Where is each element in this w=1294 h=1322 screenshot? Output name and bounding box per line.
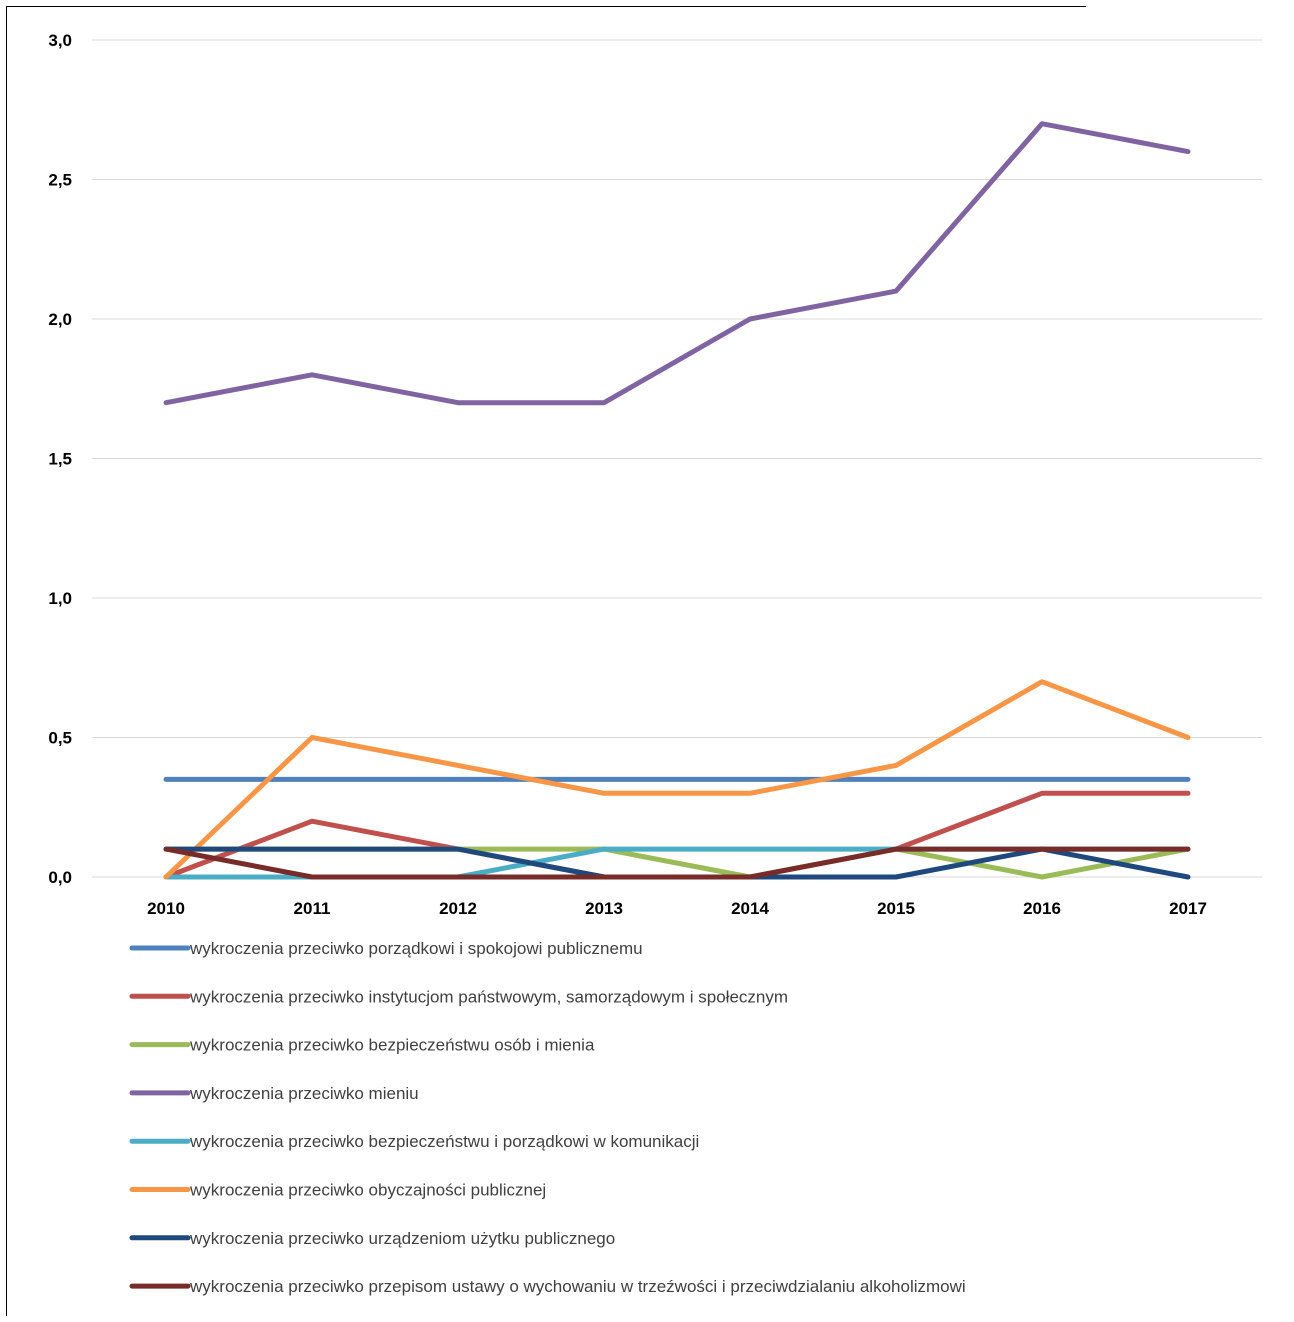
x-tick-label: 2017 — [1169, 899, 1207, 918]
x-tick-label: 2010 — [147, 899, 185, 918]
series-line-3 — [163, 846, 1191, 880]
series-line-4 — [163, 121, 1191, 406]
x-tick-label: 2015 — [877, 899, 915, 918]
x-tick-label: 2013 — [585, 899, 623, 918]
legend-label-1: wykroczenia przeciwko porządkowi i spoko… — [189, 939, 643, 958]
frame-left-border — [6, 6, 7, 1316]
legend-label-7: wykroczenia przeciwko urządzeniom użytku… — [189, 1229, 615, 1248]
y-tick-label: 0,5 — [48, 729, 72, 748]
y-tick-label: 1,0 — [48, 589, 72, 608]
legend-label-6: wykroczenia przeciwko obyczajności publi… — [189, 1181, 546, 1200]
x-axis-ticks: 2010 2011 2012 2013 2014 2015 2016 2017 — [147, 899, 1207, 918]
legend-label-4: wykroczenia przeciwko mieniu — [189, 1084, 419, 1103]
legend: wykroczenia przeciwko porządkowi i spoko… — [129, 939, 966, 1296]
y-axis-ticks: 0,0 0,5 1,0 1,5 2,0 2,5 3,0 — [48, 31, 72, 887]
legend-label-5: wykroczenia przeciwko bezpieczeństwu i p… — [189, 1132, 699, 1151]
x-tick-label: 2014 — [731, 899, 769, 918]
series-line-6 — [163, 679, 1191, 880]
x-tick-label: 2016 — [1023, 899, 1061, 918]
legend-label-3: wykroczenia przeciwko bezpieczeństwu osó… — [189, 1036, 595, 1055]
series-lines — [163, 121, 1191, 880]
y-tick-label: 0,0 — [48, 868, 72, 887]
y-tick-label: 3,0 — [48, 31, 72, 50]
legend-label-8: wykroczenia przeciwko przepisom ustawy o… — [189, 1277, 966, 1296]
x-tick-label: 2011 — [294, 899, 331, 918]
y-tick-label: 2,5 — [48, 171, 72, 190]
series-line-8 — [163, 846, 1191, 880]
gridlines — [92, 39, 1262, 878]
x-tick-label: 2012 — [439, 899, 477, 918]
y-tick-label: 2,0 — [48, 310, 72, 329]
frame-top-border — [6, 6, 1086, 7]
legend-label-2: wykroczenia przeciwko instytucjom państw… — [189, 987, 788, 1006]
y-tick-label: 1,5 — [48, 450, 72, 469]
